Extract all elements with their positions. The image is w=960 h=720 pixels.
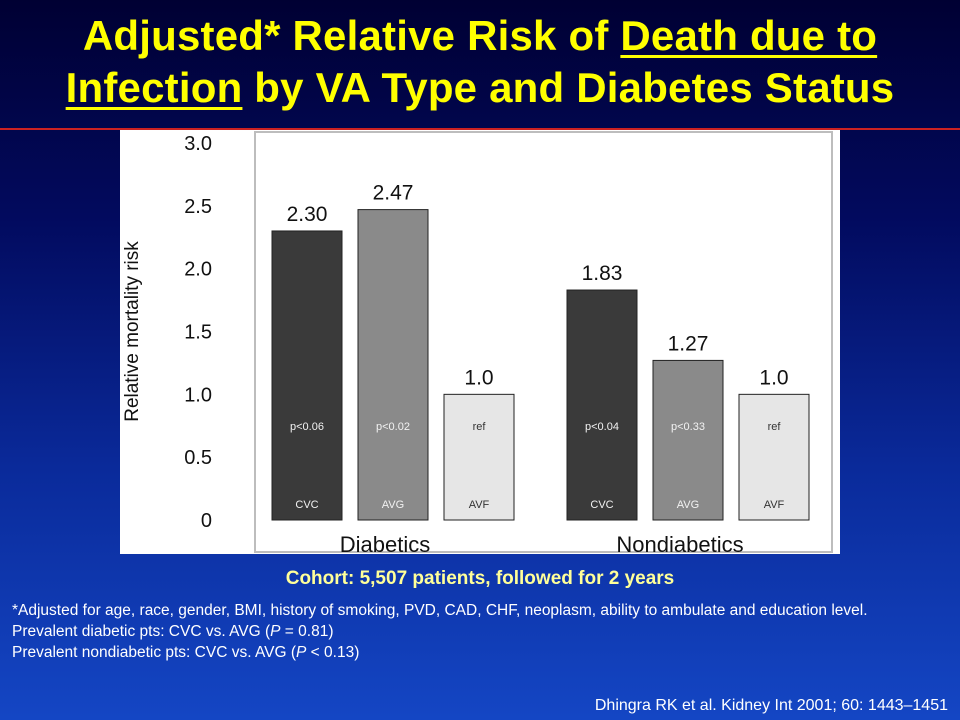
nondiabetic-p-value: < 0.13) — [306, 644, 360, 661]
y-tick-label: 1.0 — [184, 384, 212, 406]
y-tick-label: 2.0 — [184, 259, 212, 281]
y-tick-label: 0.5 — [184, 447, 212, 469]
y-tick-label: 0 — [201, 510, 212, 532]
bar-category-label: AVG — [677, 499, 699, 511]
bar-nondiabetics-avf — [738, 393, 810, 521]
plot-frame — [254, 131, 833, 553]
cohort-text: Cohort: 5,507 patients, followed for 2 y… — [285, 568, 675, 589]
bar-diabetics-cvc — [271, 230, 343, 521]
bar-nondiabetics-cvc — [566, 289, 638, 521]
bar-value-label: 2.30 — [287, 203, 328, 226]
chart-panel: 0 0.5 1.0 1.5 2.0 2.5 3.0 Relative mortality ri… — [120, 130, 840, 554]
nondiabetic-comparison: Prevalent nondiabetic pts: CVC vs. AVG (… — [12, 642, 952, 663]
nondiabetic-p-symbol: P — [296, 644, 307, 661]
bar-value-label: 2.47 — [373, 182, 414, 205]
bar-diabetics-avg — [357, 209, 429, 521]
bar-category-label: AVF — [469, 499, 490, 511]
bar-value-label: 1.0 — [759, 366, 788, 389]
title-underlined-1: Death due to — [620, 12, 878, 59]
bar-category-label: CVC — [295, 499, 318, 511]
footnote: *Adjusted for age, race, gender, BMI, hi… — [12, 602, 868, 619]
group-label: Diabetics — [340, 532, 430, 554]
nondiabetic-comparison-text: Prevalent nondiabetic pts: CVC vs. AVG ( — [12, 644, 297, 661]
bar-p-label: p<0.06 — [290, 421, 324, 433]
diabetic-comparison-text: Prevalent diabetic pts: CVC vs. AVG ( — [12, 623, 271, 640]
title-underlined-2: Infection — [65, 64, 243, 111]
y-axis-label: Relative mortality risk — [122, 241, 143, 422]
title-divider — [0, 128, 960, 130]
bar-category-label: AVF — [764, 499, 785, 511]
citation: Dhingra RK et al. Kidney Int 2001; 60: 1… — [594, 697, 948, 714]
y-tick-label: 2.5 — [184, 196, 212, 218]
bar-p-label: p<0.33 — [671, 421, 705, 433]
title-part1: Adjusted* Relative Risk of — [82, 12, 621, 59]
bar-p-label: p<0.02 — [376, 421, 410, 433]
diabetic-comparison: Prevalent diabetic pts: CVC vs. AVG (P =… — [12, 621, 952, 642]
bar-value-label: 1.27 — [668, 332, 709, 355]
bar-p-label: ref — [473, 421, 487, 433]
bar-diabetics-avf — [443, 393, 515, 521]
bar-p-label: p<0.04 — [585, 421, 619, 433]
title-part2: by VA Type and Diabetes Status — [242, 64, 895, 111]
bar-nondiabetics-avg — [652, 359, 724, 521]
diabetic-p-value: = 0.81) — [280, 623, 334, 640]
bar-category-label: AVG — [382, 499, 404, 511]
bar-value-label: 1.0 — [464, 366, 493, 389]
y-tick-label: 3.0 — [184, 133, 212, 155]
bar-p-label: ref — [768, 421, 782, 433]
slide-title: Adjusted* Relative Risk of Death due to … — [0, 10, 960, 114]
bar-category-label: CVC — [590, 499, 613, 511]
bar-value-label: 1.83 — [582, 262, 623, 285]
group-label: Nondiabetics — [616, 532, 743, 554]
notes-block: *Adjusted for age, race, gender, BMI, hi… — [12, 600, 952, 663]
diabetic-p-symbol: P — [270, 623, 281, 640]
y-tick-label: 1.5 — [184, 322, 212, 344]
bar-chart: 0 0.5 1.0 1.5 2.0 2.5 3.0 Relative mortality ri… — [122, 131, 833, 554]
